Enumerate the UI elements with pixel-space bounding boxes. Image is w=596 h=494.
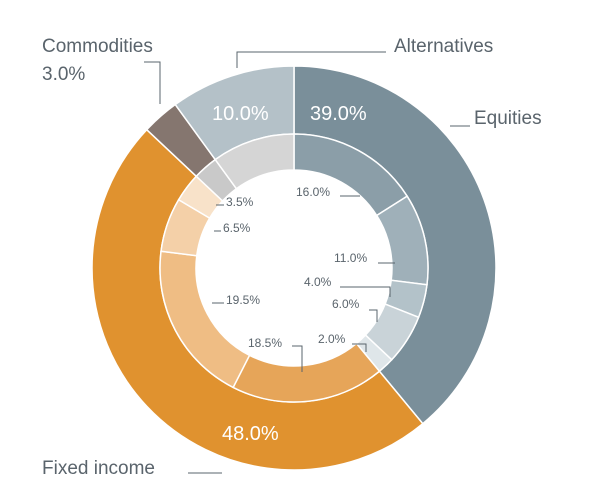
inner-leader-equities-5 [352,343,367,352]
outer-ring [91,65,497,471]
inner-label-equities-1: 16.0% [296,185,330,199]
inner-label-fixed-3: 6.5% [223,221,251,235]
inner-leader-fixed-1 [292,345,303,372]
inner-label-fixed-4: 3.5% [226,195,254,209]
value-commodities: 3.0% [42,64,85,85]
label-fixed-income: Fixed income [42,458,155,479]
leader-alternatives [236,51,386,68]
inner-ring [159,133,429,403]
inner-label-equities-4: 6.0% [332,297,360,311]
inner-slice-10 [214,133,295,190]
label-equities: Equities [474,108,542,129]
label-commodities: Commodities [42,36,153,57]
inner-leader-equities-3 [340,286,391,297]
label-alternatives: Alternatives [394,36,493,57]
inner-label-equities-5: 2.0% [318,332,346,346]
inner-leader-equities-4 [369,309,378,322]
value-equities: 39.0% [310,103,367,125]
inner-label-fixed-1: 18.5% [248,336,282,350]
inner-label-equities-3: 4.0% [304,275,332,289]
inner-label-fixed-2: 19.5% [226,293,260,307]
inner-label-equities-2: 11.0% [334,251,367,265]
value-alternatives: 10.0% [212,103,269,125]
value-fixed-income: 48.0% [222,423,279,445]
leader-commodities [144,61,161,104]
